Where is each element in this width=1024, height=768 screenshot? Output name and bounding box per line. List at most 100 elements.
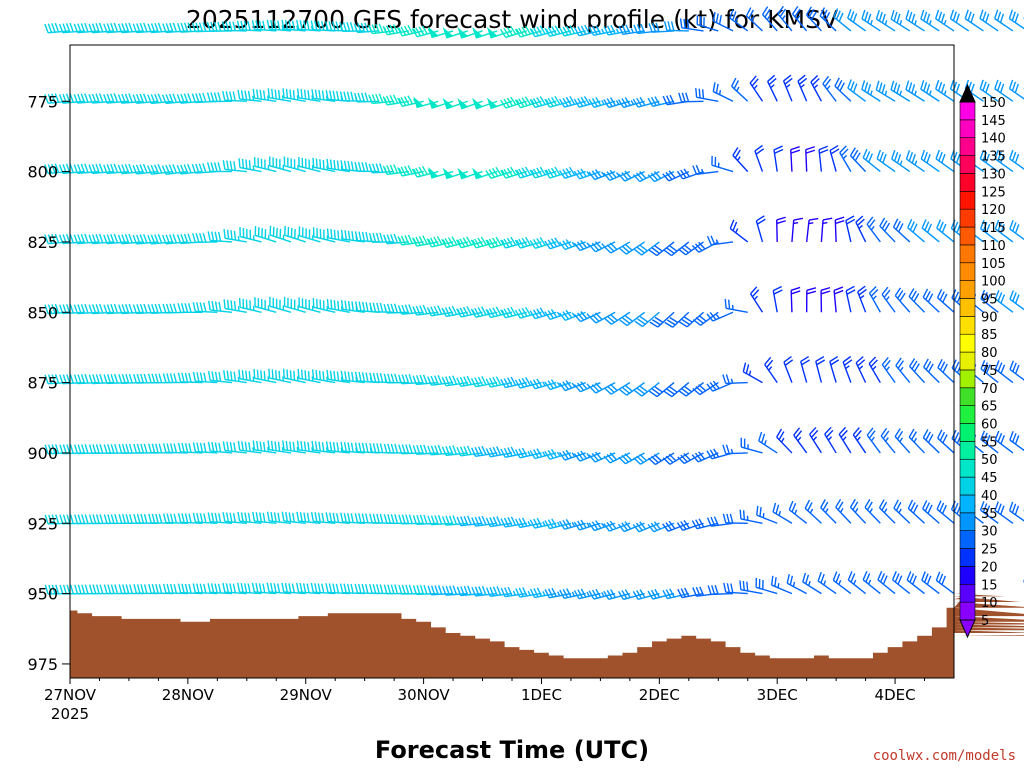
wind-barb	[662, 170, 690, 182]
wind-barb	[994, 501, 1014, 524]
wind-barb	[222, 582, 247, 595]
wind-barb	[529, 587, 557, 599]
wind-barb	[905, 9, 925, 32]
wind-barb	[979, 79, 999, 102]
colorbar-label: 40	[981, 489, 998, 504]
wind-barb	[103, 163, 129, 175]
wind-barb	[906, 571, 925, 595]
wind-barb	[298, 226, 321, 243]
wind-barb	[88, 163, 115, 175]
y-tick-label: 925	[27, 514, 58, 533]
wind-barb	[88, 22, 115, 34]
wind-barb	[222, 90, 247, 102]
wind-barb	[994, 149, 1014, 173]
wind-barb	[663, 241, 690, 257]
wind-barb	[238, 297, 262, 313]
wind-barb	[441, 445, 468, 457]
wind-barb	[922, 429, 940, 454]
wind-barb	[283, 156, 306, 173]
wind-barb	[192, 232, 218, 243]
colorbar-label: 100	[981, 275, 1006, 290]
wind-barb	[426, 235, 454, 248]
wind-barb	[239, 227, 262, 243]
wind-barb	[648, 22, 675, 33]
colorbar-swatch	[959, 262, 976, 281]
wind-barb	[515, 517, 542, 529]
x-year-label: 2025	[51, 705, 89, 723]
wind-barb	[457, 27, 483, 39]
colorbar-swatch	[959, 548, 976, 567]
wind-barb	[442, 26, 469, 39]
wind-barb	[663, 382, 690, 398]
wind-barb	[722, 513, 748, 524]
wind-barb	[791, 217, 804, 242]
wind-barb	[427, 444, 454, 456]
wind-barb	[706, 380, 734, 392]
wind-barb	[603, 24, 630, 36]
terrain-area	[70, 593, 1024, 678]
wind-barb	[979, 219, 999, 243]
wind-barb	[238, 158, 262, 173]
wind-barb	[908, 288, 926, 313]
wind-barb	[470, 376, 498, 388]
wind-barb	[237, 440, 262, 454]
wind-barb	[177, 372, 203, 384]
wind-barb	[558, 449, 586, 461]
wind-barb	[310, 582, 336, 595]
wind-barb	[762, 6, 778, 32]
wind-barb	[905, 150, 925, 173]
wind-barb	[544, 166, 572, 179]
colorbar-label: 30	[981, 525, 998, 540]
wind-barb	[839, 145, 852, 172]
wind-barb	[782, 74, 793, 102]
wind-barb	[935, 79, 955, 102]
wind-barb	[282, 368, 306, 384]
wind-barb	[310, 511, 336, 524]
wind-barb	[909, 358, 926, 384]
wind-barb	[485, 446, 513, 458]
wind-barb	[382, 24, 409, 36]
wind-barb	[486, 97, 513, 110]
wind-barb	[810, 74, 823, 102]
wind-barb	[441, 375, 468, 387]
wind-barb	[207, 441, 233, 454]
wind-barb	[266, 19, 292, 32]
wind-barb	[783, 355, 794, 383]
wind-barb	[529, 378, 557, 390]
wind-barb	[269, 296, 292, 313]
wind-barb	[588, 311, 616, 324]
wind-barb	[296, 19, 321, 32]
wind-barb	[804, 499, 822, 524]
wind-barb	[238, 369, 262, 384]
colorbar-swatch	[959, 458, 976, 478]
x-tick-label: 30NOV	[398, 686, 451, 704]
wind-barb	[894, 287, 911, 313]
colorbar-swatch	[959, 101, 976, 121]
wind-barb	[268, 368, 292, 384]
wind-barb	[529, 166, 557, 179]
wind-barb	[284, 225, 306, 243]
wind-barb	[936, 219, 955, 243]
wind-barb	[730, 77, 749, 102]
wind-barb	[500, 96, 527, 109]
wind-barb	[678, 311, 704, 328]
wind-barb	[441, 236, 468, 249]
wind-barb	[633, 241, 660, 256]
wind-barb	[383, 443, 409, 454]
wind-barb	[880, 427, 896, 454]
wind-barb	[177, 583, 203, 595]
wind-barb	[724, 298, 748, 313]
wind-barb	[834, 216, 845, 242]
wind-barb	[354, 161, 380, 173]
wind-barb	[764, 356, 778, 383]
wind-barb	[664, 311, 690, 328]
wind-barb	[485, 376, 513, 388]
wind-barb	[847, 571, 867, 595]
wind-barb	[456, 515, 483, 527]
credit-text: coolwx.com/models	[873, 748, 1016, 764]
colorbar-label: 45	[981, 471, 998, 486]
wind-barb	[861, 9, 881, 32]
wind-barb	[864, 499, 881, 524]
wind-barb	[647, 521, 675, 533]
wind-barb	[740, 437, 763, 454]
